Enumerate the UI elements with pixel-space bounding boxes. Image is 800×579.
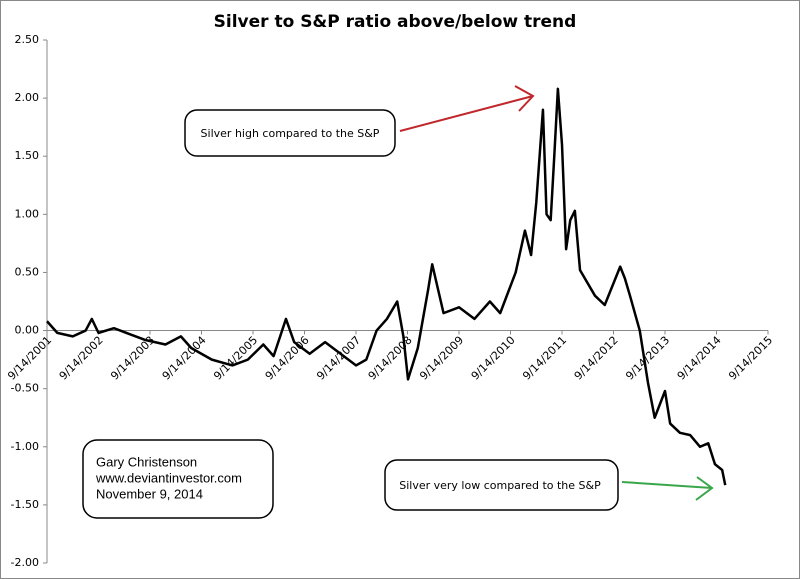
data-line: [46, 87, 727, 486]
arrow-head: [514, 85, 535, 112]
y-tick-label: 1.00: [15, 207, 40, 220]
y-tick-label: -2.00: [11, 556, 39, 569]
annotation: Silver very low compared to the S&P: [399, 479, 601, 492]
y-tick-label: -1.50: [11, 498, 39, 511]
note-line: www.deviantinvestor.com: [95, 470, 242, 485]
arrow: [399, 95, 534, 132]
callout-box: [384, 459, 619, 511]
annotation: Silver high compared to the S&P: [201, 127, 380, 140]
arrow-head: [695, 476, 714, 501]
arrow: [621, 481, 713, 489]
y-tick-label: 0.50: [15, 265, 40, 278]
y-tick-label: -1.00: [11, 440, 39, 453]
y-tick-label: -0.50: [11, 382, 39, 395]
chart-title: Silver to S&P ratio above/below trend: [214, 12, 577, 32]
y-tick-label: 2.50: [15, 33, 40, 46]
y-tick-label: 2.00: [15, 91, 40, 104]
y-tick-label: 0.00: [15, 324, 40, 337]
callout-box: [184, 109, 396, 157]
note-line: November 9, 2014: [96, 486, 203, 501]
note-line: Gary Christenson: [96, 454, 197, 469]
y-tick-label: 1.50: [15, 149, 40, 162]
note-box: [82, 439, 274, 519]
